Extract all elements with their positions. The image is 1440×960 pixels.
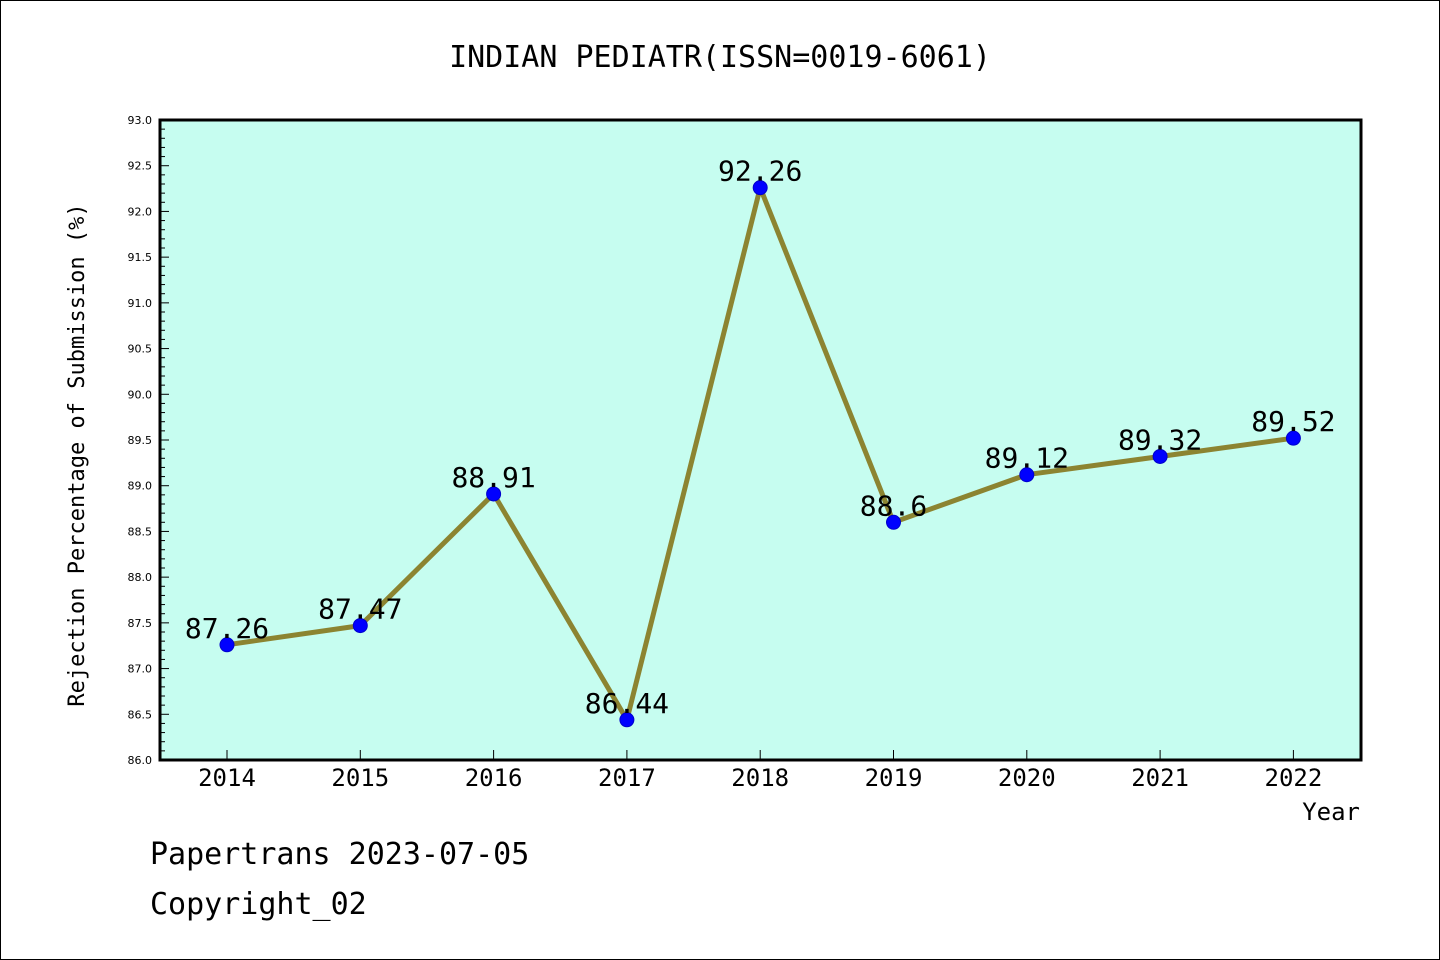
data-labels: 87.26 87.47 88.91 86.44 92.26 88.6 89.12 89.32 8…: [185, 155, 1336, 720]
y-tick-label: 87.5: [128, 617, 153, 630]
x-tick-label: 2017: [598, 764, 656, 792]
x-tick-label: 2021: [1131, 764, 1189, 792]
plot-border: [158, 118, 1363, 762]
data-point: [1152, 448, 1168, 464]
y-tick-label: 89.5: [128, 434, 153, 447]
y-tick-label: 92.5: [128, 160, 153, 173]
footer-date: Papertrans 2023-07-05: [150, 837, 529, 872]
x-tick-label: 2018: [731, 764, 789, 792]
y-tick-label: 86.5: [128, 708, 153, 721]
data-label: 86.44: [585, 687, 669, 720]
y-tick-label: 88.5: [128, 525, 153, 538]
x-tick-label: 2016: [465, 764, 523, 792]
y-tick-label: 92.0: [128, 205, 153, 218]
data-point: [486, 486, 502, 502]
x-tick-label: 2015: [331, 764, 389, 792]
data-label: 89.12: [985, 442, 1069, 475]
data-label: 88.6: [860, 489, 927, 522]
y-tick-label: 93.0: [128, 114, 153, 127]
data-label: 88.91: [451, 461, 535, 494]
y-tick-label: 89.0: [128, 480, 153, 493]
y-axis-label: Rejection Percentage of Submission (%): [65, 203, 90, 706]
x-tick-label: 2020: [998, 764, 1056, 792]
plot-area: [160, 120, 1361, 760]
series-layer: [219, 180, 1301, 728]
x-tick-label: 2019: [865, 764, 923, 792]
data-point: [752, 180, 768, 196]
y-tick-label: 91.0: [128, 297, 153, 310]
data-label: 89.52: [1251, 405, 1335, 438]
data-point: [886, 514, 901, 530]
y-tick-label: 90.5: [128, 343, 153, 356]
data-point: [1019, 467, 1035, 483]
data-point: [619, 712, 635, 728]
data-point: [219, 637, 235, 653]
x-axis: 2014 2015 2016 2017 2018 2019 2020 2021 2022: [198, 750, 1322, 792]
data-label: 87.26: [185, 612, 269, 645]
data-point: [352, 618, 368, 634]
data-label: 87.47: [318, 593, 402, 626]
y-tick-label: 88.0: [128, 571, 153, 584]
x-tick-label: 2014: [198, 764, 256, 792]
data-point: [1285, 430, 1301, 446]
y-tick-label: 91.5: [128, 251, 153, 264]
data-label: 92.26: [718, 155, 802, 188]
y-tick-label: 86.0: [128, 754, 153, 767]
chart-title: INDIAN PEDIATR(ISSN=0019-6061): [449, 40, 991, 75]
x-axis-label: Year: [1302, 798, 1360, 826]
footer-copyright: Copyright_02: [150, 887, 367, 922]
data-label: 89.32: [1118, 423, 1202, 456]
y-tick-label: 90.0: [128, 388, 153, 401]
y-tick-label: 87.0: [128, 663, 153, 676]
x-tick-label: 2022: [1265, 764, 1323, 792]
